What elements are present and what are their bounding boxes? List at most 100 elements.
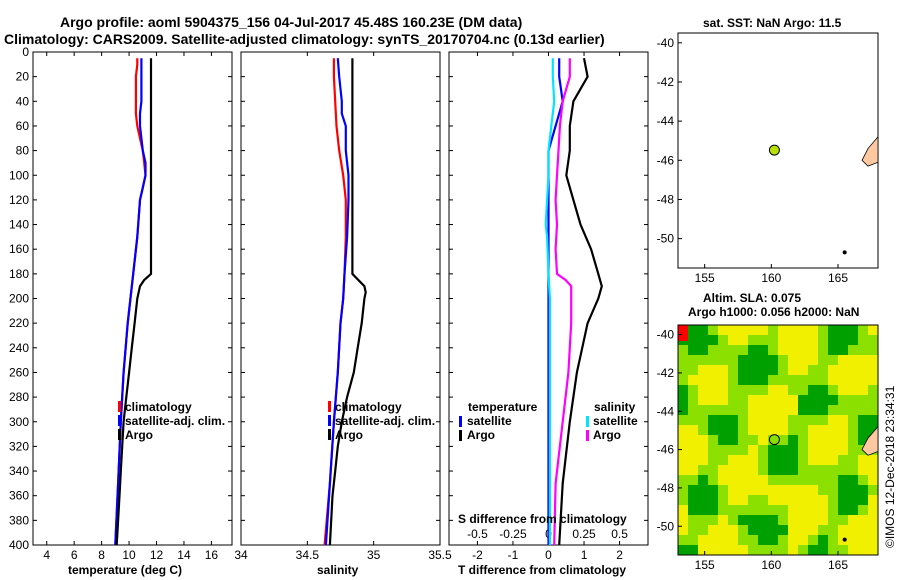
sla-cell — [778, 415, 789, 426]
sla-cell — [708, 325, 719, 336]
sla-cell — [818, 395, 829, 406]
sla-cell — [688, 455, 699, 466]
y-tick-label: 80 — [16, 144, 30, 158]
sla-cell — [748, 365, 759, 376]
sla-cell — [678, 475, 689, 486]
sla-cell — [778, 385, 789, 396]
sla-cell — [728, 415, 739, 426]
island — [842, 250, 847, 255]
sla-cell — [708, 385, 719, 396]
y-tick-label: 200 — [9, 292, 29, 306]
map-x-tick-label: 155 — [695, 271, 715, 285]
y-tick-label: 280 — [9, 390, 29, 404]
sla-cell — [828, 425, 839, 436]
legend-title-salinity: salinity — [594, 400, 636, 414]
sla-cell — [758, 445, 769, 456]
sla-cell — [718, 365, 729, 376]
sla-cell — [748, 455, 759, 466]
sla-cell — [678, 405, 689, 416]
sla-cell — [728, 385, 739, 396]
sla-cell — [788, 495, 799, 506]
sla-cell — [698, 455, 709, 466]
sla-cell — [798, 545, 809, 556]
sla-cell — [848, 345, 859, 356]
legend-label-satellite: satellite-adj. clim. — [125, 414, 225, 428]
sla-cell — [838, 355, 849, 366]
sla-cell — [818, 535, 829, 546]
sla-cell — [728, 545, 739, 556]
sla-cell — [788, 515, 799, 526]
sla-cell — [688, 445, 699, 456]
island — [842, 537, 847, 542]
sla-cell — [718, 545, 729, 556]
sla-cell — [858, 465, 869, 476]
sla-cell — [748, 535, 759, 546]
sla-cell — [808, 515, 819, 526]
sla-cell — [718, 525, 729, 536]
temperature-legend: climatology satellite-adj. clim. Argo — [118, 400, 225, 442]
sla-cell — [848, 455, 859, 466]
x-tick-label: 4 — [43, 548, 50, 562]
sla-cell — [808, 495, 819, 506]
sla-cell — [738, 525, 749, 536]
sla-map-panel: -40 -42 -44 -46 -48 -50 155 160 165 — [657, 324, 879, 572]
sla-cell — [798, 415, 809, 426]
sla-cell — [818, 405, 829, 416]
sla-cell — [708, 495, 719, 506]
y-tick-label: 20 — [16, 70, 30, 84]
sla-cell — [718, 395, 729, 406]
sla-cell — [848, 525, 859, 536]
salinity-panel: 34 34.5 35 35.5 — [234, 51, 452, 562]
sla-cell — [828, 415, 839, 426]
sla-cell — [718, 505, 729, 516]
sla-cell — [798, 325, 809, 336]
sla-cell — [848, 385, 859, 396]
sla-cell — [788, 385, 799, 396]
x-tick-label: 2 — [616, 548, 623, 562]
sla-cell — [778, 485, 789, 496]
sla-cell — [848, 515, 859, 526]
sla-cell — [698, 545, 709, 556]
sla-cell — [808, 475, 819, 486]
sla-cell — [788, 435, 799, 446]
map-x-tick-label: 160 — [761, 558, 781, 572]
sla-cell — [818, 495, 829, 506]
sla-cell — [748, 325, 759, 336]
sla-cell — [808, 455, 819, 466]
map-x-tick-label: 160 — [761, 271, 781, 285]
sla-cell — [748, 495, 759, 506]
x-tick-label: 34 — [234, 548, 248, 562]
sla-cell — [748, 425, 759, 436]
sla-cell — [798, 475, 809, 486]
salinity-xlabel: salinity — [317, 563, 359, 577]
sla-cell — [758, 395, 769, 406]
sla-cell — [758, 405, 769, 416]
footer-stamp: ©IMOS 12-Dec-2018 23:34:31 — [883, 385, 897, 548]
sla-cell — [808, 345, 819, 356]
sla-cell — [698, 495, 709, 506]
sla-cell — [798, 455, 809, 466]
salinity-legend: climatology satellite-adj. clim. Argo — [328, 400, 435, 442]
sla-cell — [768, 395, 779, 406]
sla-cell — [848, 415, 859, 426]
sla-cell — [788, 465, 799, 476]
sla-cell — [728, 425, 739, 436]
sla-cell — [808, 465, 819, 476]
plot-frame — [240, 51, 441, 546]
sla-cell — [698, 525, 709, 536]
sla-cell — [708, 515, 719, 526]
y-tick-label: 260 — [9, 365, 29, 379]
sla-cell — [768, 535, 779, 546]
sla-cell — [838, 345, 849, 356]
series-line-satellite-adj-clim- — [324, 58, 350, 546]
sla-cell — [678, 395, 689, 406]
sla-cell — [808, 365, 819, 376]
sla-cell — [868, 325, 879, 336]
x-top-tick-label: -0.25 — [499, 527, 527, 541]
sla-cell — [738, 505, 749, 516]
y-tick-label: 220 — [9, 316, 29, 330]
sla-cell — [728, 365, 739, 376]
sla-cell — [848, 535, 859, 546]
sla-cell — [758, 495, 769, 506]
sla-cell — [798, 435, 809, 446]
